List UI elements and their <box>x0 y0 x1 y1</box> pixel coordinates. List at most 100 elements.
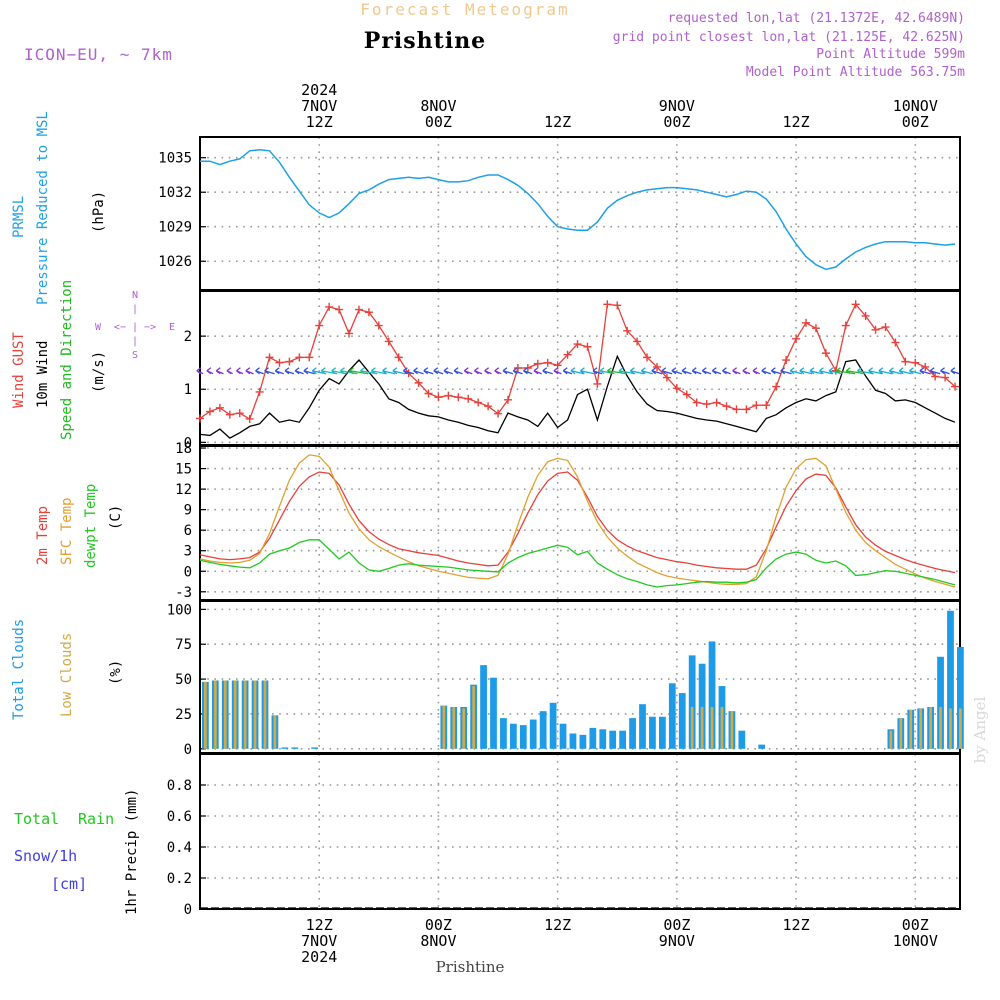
gust-marker <box>484 402 493 411</box>
low-cloud-bar <box>730 711 734 749</box>
gust-marker <box>623 326 632 335</box>
gust-marker <box>245 414 254 423</box>
wind-direction-arrow <box>789 367 803 375</box>
rain-label: Rain <box>78 810 114 828</box>
wind-direction-arrow <box>542 367 553 375</box>
total-cloud-bar <box>539 711 547 749</box>
gust-marker <box>345 329 354 338</box>
compass-pipe-s: | <box>132 336 138 347</box>
y-tick-label: 9 <box>184 503 192 519</box>
gust-marker <box>861 311 870 320</box>
top-tick-label: 12Z <box>783 113 810 131</box>
wind-direction-arrow <box>671 367 683 375</box>
footer-location: Prishtine <box>436 958 505 976</box>
pressure-unit: (hPa) <box>91 191 107 233</box>
gust-marker <box>523 364 532 372</box>
y-tick-label: 0.8 <box>167 778 192 794</box>
low-cloud-bar <box>909 709 913 749</box>
gust-marker <box>583 342 592 351</box>
wind-direction-arrow <box>274 367 284 375</box>
wind-direction-arrow <box>523 367 533 375</box>
total-cloud-bar <box>519 725 527 749</box>
prmsl-line <box>200 148 956 271</box>
bottom-tick-label: 12Z <box>544 916 571 934</box>
low-cloud-bar <box>919 708 923 749</box>
total-cloud-bar <box>937 656 944 749</box>
y-tick-label: 75 <box>175 637 192 653</box>
bottom-tick-label: 12Z <box>783 916 810 934</box>
wind-direction-arrow <box>484 367 492 375</box>
pressure-panel: 1026 1029 1032 1035 <box>158 136 961 291</box>
total-cloud-bar <box>758 744 766 749</box>
wind-direction-arrow <box>770 367 782 375</box>
wind-direction-arrow <box>349 367 369 375</box>
gust-marker <box>633 337 642 346</box>
gust-marker <box>305 353 314 362</box>
gust-marker <box>682 390 691 399</box>
wind-direction-arrow <box>651 367 663 375</box>
gust-marker <box>434 393 443 402</box>
wind-direction-arrow <box>761 367 772 375</box>
gust-marker <box>881 323 890 332</box>
total-cloud-bar <box>688 655 696 749</box>
gust-marker <box>494 409 503 418</box>
compass-south: S <box>132 350 138 361</box>
y-tick-label: 0.2 <box>167 871 192 887</box>
gust-marker <box>543 358 552 367</box>
wind-direction-arrow <box>691 367 702 375</box>
wind-direction-arrow <box>878 367 893 375</box>
total-cloud-bar <box>559 723 567 749</box>
snow-unit: [cm] <box>51 875 87 893</box>
wind-unit: (m/s) <box>91 351 107 393</box>
gust-marker <box>652 362 661 371</box>
wind-direction-arrow <box>370 367 387 375</box>
wind-direction-arrow <box>809 367 823 375</box>
total-cloud-bar <box>619 730 627 749</box>
gust-marker <box>325 302 334 311</box>
gust-marker <box>921 362 930 371</box>
y-tick-label: 0.6 <box>167 809 192 825</box>
low-cloud-bar <box>929 706 932 749</box>
wind-direction-arrow <box>533 367 542 375</box>
low-clouds-label: Low Clouds <box>59 633 75 717</box>
low-cloud-bar <box>889 730 893 749</box>
bottom-tick-label: 9NOV <box>659 932 695 950</box>
wind-direction-arrow <box>940 367 950 375</box>
tsfc-line <box>199 454 956 588</box>
wind-direction-arrow <box>732 367 741 375</box>
gust-marker <box>911 358 920 367</box>
gust-marker <box>941 373 950 382</box>
y-tick-label: 1026 <box>158 254 192 270</box>
low-cloud-bar <box>243 680 247 749</box>
gust-marker <box>802 318 811 327</box>
gust-marker <box>533 359 542 368</box>
gust-marker <box>573 340 582 349</box>
y-tick-label: 1 <box>184 382 192 398</box>
wind-direction-arrow <box>553 367 562 375</box>
gust-marker <box>662 373 671 382</box>
gust-marker <box>762 401 771 410</box>
total-cloud-bar <box>658 716 666 749</box>
y-tick-label: 3 <box>184 544 192 560</box>
total-cloud-bar <box>281 747 289 749</box>
top-tick-label: 2024 <box>301 81 337 99</box>
wind-direction-arrow <box>640 367 653 375</box>
gust-marker <box>851 300 860 309</box>
low-cloud-bar <box>720 706 724 749</box>
y-tick-label: 0 <box>184 902 192 918</box>
total-cloud-bar <box>569 733 577 749</box>
wind-direction-arrow <box>453 367 463 375</box>
top-tick-label: 7NOV <box>301 97 337 115</box>
gust-marker <box>364 308 373 317</box>
wind-direction-arrow <box>681 367 692 375</box>
wind-compass-icon: N | W <− | −> E | S <box>95 290 175 361</box>
gust-label: Wind GUST <box>11 332 27 408</box>
compass-arrow: <− | −> <box>114 322 156 333</box>
top-tick-label: 10NOV <box>893 97 938 115</box>
wind10-label: 10m Wind <box>35 341 51 408</box>
y-tick-label: 1035 <box>158 151 192 167</box>
point-altitude: Point Altitude 599m <box>816 47 965 62</box>
gust-marker <box>394 353 403 362</box>
